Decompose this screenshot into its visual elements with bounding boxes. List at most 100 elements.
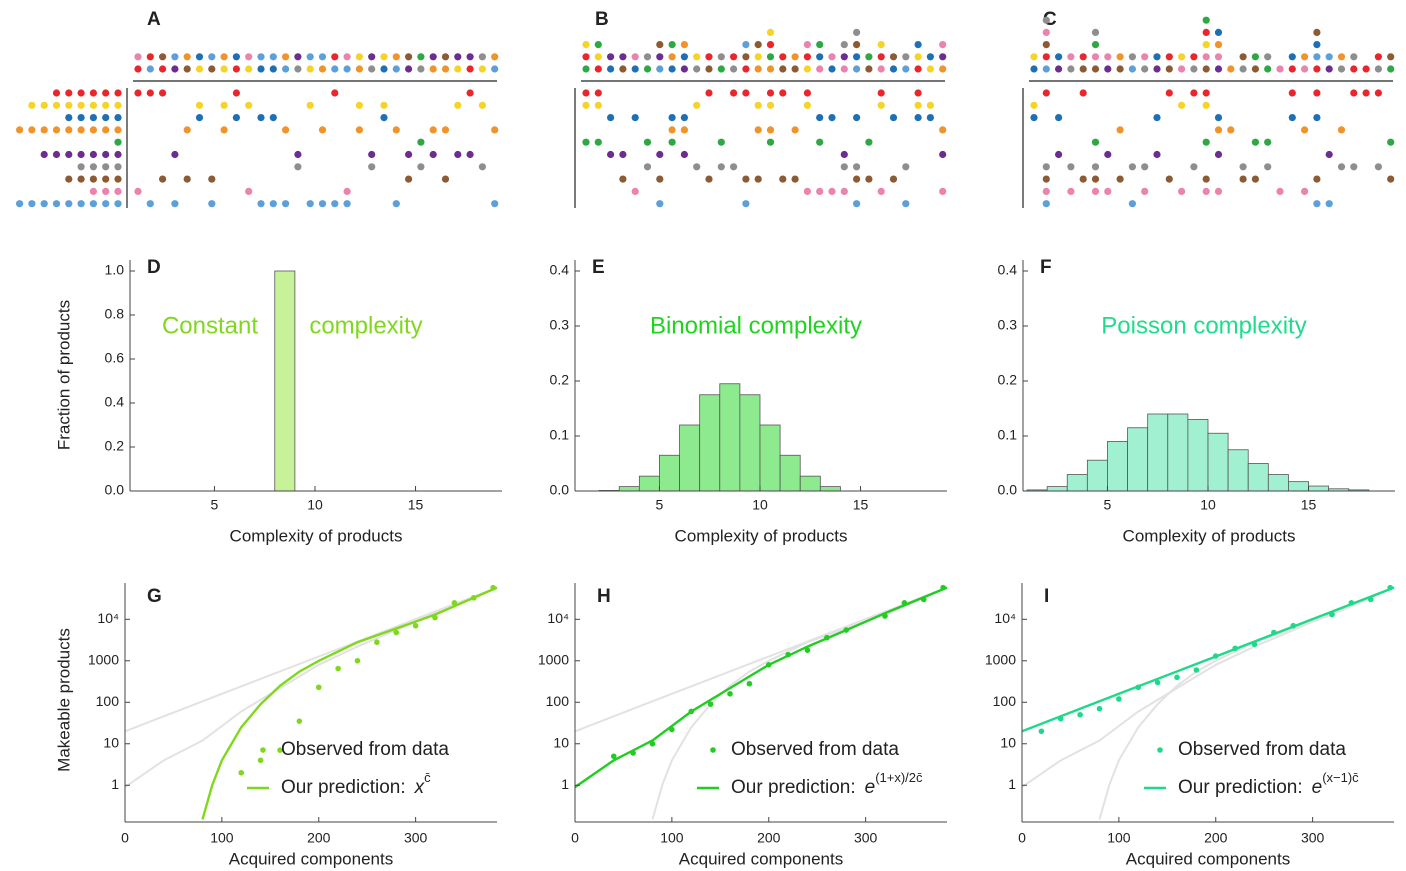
- component-dot: [392, 200, 400, 208]
- component-dot: [1042, 65, 1050, 73]
- component-dot: [429, 150, 437, 159]
- component-dot: [171, 65, 179, 73]
- component-dot: [380, 101, 388, 109]
- x-tick-label: 200: [307, 830, 331, 846]
- component-dot: [245, 101, 253, 109]
- component-dot: [582, 53, 590, 61]
- plot-area: [575, 584, 948, 820]
- annotation: Binomial complexity: [650, 312, 862, 339]
- component-dot: [1104, 53, 1112, 61]
- y-tick-label: 0.2: [105, 438, 125, 454]
- component-dot: [89, 101, 97, 109]
- component-dot: [1337, 53, 1346, 61]
- x-tick-label: 300: [854, 830, 878, 846]
- component-dot: [1055, 114, 1063, 122]
- x-tick-label: 0: [1018, 830, 1026, 846]
- component-dot: [77, 175, 85, 183]
- component-dot: [1128, 53, 1136, 61]
- component-dot: [1202, 65, 1210, 73]
- component-dot: [392, 53, 400, 61]
- component-dot: [803, 187, 812, 195]
- component-dot: [318, 200, 327, 208]
- component-dot: [134, 65, 142, 73]
- component-dot: [102, 163, 110, 171]
- component-dot: [146, 53, 154, 61]
- component-dot: [380, 53, 388, 61]
- component-dot: [926, 114, 935, 122]
- component-dot: [102, 89, 110, 97]
- x-tick-label: 300: [1301, 830, 1325, 846]
- observed-point: [1077, 711, 1083, 718]
- x-tick-label: 300: [404, 830, 428, 846]
- component-dot: [195, 101, 204, 109]
- component-dot: [1055, 65, 1063, 73]
- component-dot: [631, 53, 639, 61]
- context-curve: [1022, 586, 1395, 788]
- component-dot: [877, 101, 885, 109]
- component-dot: [232, 65, 240, 73]
- histogram-bar: [759, 424, 781, 492]
- y-tick-label: 0.1: [998, 427, 1018, 443]
- y-tick-label: 100: [96, 693, 120, 709]
- component-dot: [680, 114, 689, 122]
- component-dot: [754, 41, 762, 49]
- histogram-bar: [699, 394, 721, 492]
- component-dot: [102, 101, 110, 109]
- legend-entry: Our prediction: xc̄: [281, 770, 431, 798]
- component-dot: [232, 89, 240, 97]
- component-dot: [693, 65, 701, 73]
- component-dot: [1116, 175, 1124, 183]
- component-dot: [877, 187, 885, 195]
- component-dot: [77, 126, 85, 134]
- component-dot: [183, 175, 191, 183]
- component-dot: [331, 65, 339, 73]
- component-dot: [853, 175, 861, 183]
- component-dot: [16, 200, 24, 208]
- prediction-curve: [575, 586, 948, 789]
- component-dot: [643, 53, 652, 61]
- component-dot: [1387, 65, 1395, 73]
- component-dot: [1214, 41, 1223, 49]
- y-tick-label: 10: [103, 734, 119, 750]
- component-dot: [693, 163, 701, 171]
- component-dot: [1030, 53, 1038, 61]
- component-dot: [102, 200, 110, 208]
- component-dot: [1202, 16, 1210, 24]
- histogram-bar: [679, 424, 701, 492]
- component-dot: [607, 114, 615, 122]
- component-dot: [680, 53, 689, 61]
- component-dot: [1337, 163, 1346, 171]
- component-dot: [441, 53, 450, 61]
- component-dot: [1301, 126, 1309, 134]
- legend-entry: Our prediction: e(x−1)c̄: [1178, 770, 1359, 798]
- component-dot: [77, 163, 85, 171]
- component-dot: [171, 53, 179, 61]
- component-dot: [257, 65, 265, 73]
- component-dot: [680, 150, 689, 159]
- y-tick-label: 1: [111, 776, 119, 792]
- component-dot: [294, 53, 302, 61]
- component-dot: [77, 150, 85, 159]
- observed-point: [374, 639, 380, 646]
- component-dot: [89, 114, 97, 122]
- component-dot: [668, 138, 676, 146]
- component-dot: [114, 163, 122, 171]
- component-dot: [1350, 163, 1358, 171]
- component-dot: [816, 187, 824, 195]
- component-dot: [803, 89, 812, 97]
- component-dot: [1264, 163, 1272, 171]
- y-tick-label: 10⁴: [547, 610, 569, 626]
- component-dot: [1067, 163, 1075, 171]
- component-dot: [1313, 89, 1321, 97]
- component-dot: [1042, 41, 1050, 49]
- component-dot: [220, 65, 228, 73]
- component-dot: [1165, 65, 1173, 73]
- component-dot: [631, 187, 639, 195]
- y-axis-label: Makeable products: [54, 628, 73, 772]
- observed-point: [1116, 696, 1122, 702]
- component-dot: [114, 150, 122, 159]
- component-dot: [939, 187, 947, 195]
- component-dot: [491, 65, 499, 73]
- component-dot: [77, 114, 85, 122]
- x-tick-label: 5: [1104, 497, 1112, 513]
